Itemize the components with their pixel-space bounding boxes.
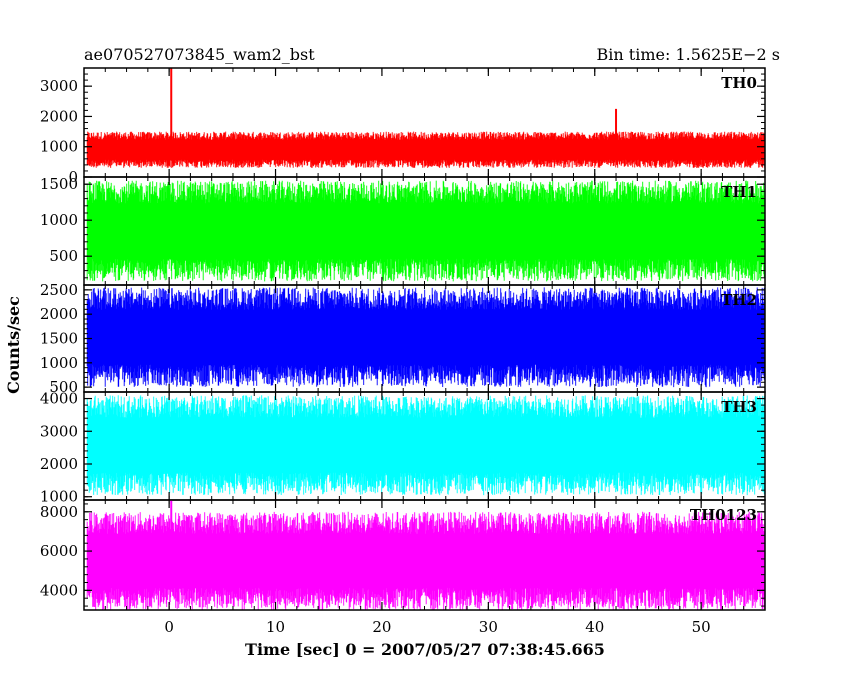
panel-th1: 500 1000 1500 TH1 [40, 175, 766, 286]
panel-label-th3: TH3 [721, 398, 757, 416]
y-tick-label: 2500 [40, 281, 78, 299]
panel-label-th1: TH1 [721, 183, 757, 201]
y-tick-label: 1000 [40, 488, 78, 506]
y-tick-label: 1000 [40, 138, 78, 156]
y-tick-label: 1500 [40, 330, 78, 348]
series-th0 [86, 131, 765, 168]
x-tick-label: 30 [479, 618, 498, 636]
x-tick-label: 50 [692, 618, 711, 636]
y-tick-label: 0 [68, 168, 78, 186]
chart-title-left: ae070527073845_wam2_bst [84, 45, 315, 64]
y-tick-label: 2000 [40, 107, 78, 125]
series-th0123 [86, 511, 765, 610]
series-th2 [86, 287, 765, 388]
y-tick-label: 1500 [40, 175, 78, 193]
y-tick-label: 2000 [40, 455, 78, 473]
x-axis: 0 10 20 30 40 50 [164, 618, 710, 636]
y-tick-label: 500 [49, 247, 78, 265]
x-tick-label: 10 [266, 618, 285, 636]
y-tick-label: 4000 [40, 581, 78, 599]
panel-th3: 1000 2000 3000 4000 TH3 [40, 390, 766, 506]
x-tick-label: 40 [585, 618, 604, 636]
panel-label-th2: TH2 [721, 291, 757, 309]
panels-group: 0 1000 2000 3000 TH0 500 1000 1500 TH1 500 1000 150… [40, 67, 766, 611]
y-tick-label: 6000 [40, 542, 78, 560]
y-tick-label: 8000 [40, 503, 78, 521]
y-tick-label: 3000 [40, 422, 78, 440]
x-tick-label: 0 [164, 618, 174, 636]
y-axis-label: Counts/sec [4, 296, 23, 394]
panel-th0123: 4000 6000 8000 TH0123 [40, 499, 766, 611]
y-tick-label: 1000 [40, 354, 78, 372]
x-axis-label: Time [sec] 0 = 2007/05/27 07:38:45.665 [245, 640, 605, 659]
y-tick-label: 1000 [40, 211, 78, 229]
y-tick-label: 500 [49, 378, 78, 396]
x-tick-label: 20 [372, 618, 391, 636]
y-tick-label: 2000 [40, 305, 78, 323]
y-tick-label: 3000 [40, 77, 78, 95]
panel-th0: 0 1000 2000 3000 TH0 [40, 67, 766, 186]
series-th3 [86, 395, 765, 496]
chart-title-right: Bin time: 1.5625E−2 s [597, 45, 780, 64]
panel-label-th0: TH0 [721, 74, 757, 92]
series-th1 [86, 180, 765, 282]
y-tick-label: 4000 [40, 390, 78, 408]
panel-label-th0123: TH0123 [690, 506, 757, 524]
panel-th2: 500 1000 1500 2000 2500 TH2 [40, 281, 766, 396]
